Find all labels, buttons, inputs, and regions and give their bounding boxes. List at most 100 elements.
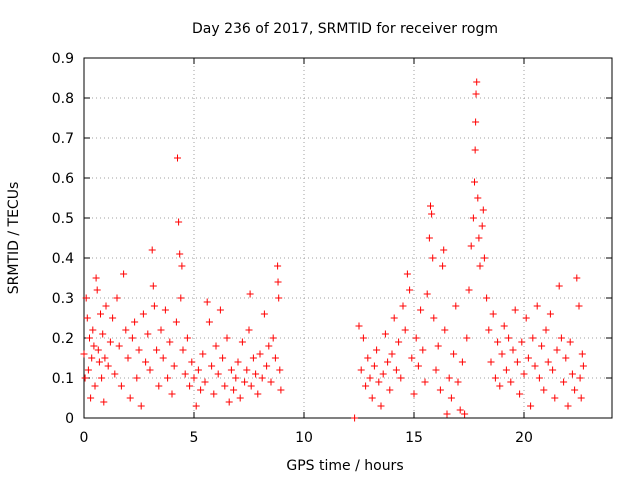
data-point	[487, 358, 495, 366]
data-point	[476, 262, 484, 270]
data-point	[359, 334, 367, 342]
data-point	[408, 354, 416, 362]
data-point	[412, 334, 420, 342]
data-point	[274, 262, 282, 270]
y-tick-label: 0.4	[52, 251, 74, 267]
data-point	[571, 386, 579, 394]
data-point	[463, 334, 471, 342]
x-tick-label: 5	[190, 430, 199, 446]
data-point	[219, 354, 227, 362]
data-point	[467, 242, 475, 250]
data-point	[458, 358, 466, 366]
data-point	[518, 338, 526, 346]
data-point	[142, 358, 150, 366]
data-point	[553, 346, 561, 354]
data-point	[243, 366, 251, 374]
x-tick-label: 20	[515, 430, 533, 446]
data-point	[247, 382, 255, 390]
data-point	[507, 378, 515, 386]
data-point	[472, 90, 480, 98]
data-point	[254, 390, 262, 398]
data-point	[432, 366, 440, 374]
data-point	[357, 366, 365, 374]
data-point	[381, 330, 389, 338]
data-point	[120, 270, 128, 278]
data-point	[505, 334, 513, 342]
data-point	[86, 334, 93, 342]
data-point	[106, 338, 114, 346]
data-point	[399, 302, 407, 310]
data-point	[496, 382, 504, 390]
data-point	[397, 374, 405, 382]
data-point	[436, 386, 444, 394]
data-point	[489, 310, 497, 318]
data-point	[221, 382, 229, 390]
data-point	[101, 354, 109, 362]
data-point	[377, 402, 385, 410]
x-tick-label: 15	[405, 430, 423, 446]
data-point	[522, 314, 530, 322]
data-point	[390, 314, 398, 322]
data-point	[100, 398, 108, 406]
data-point	[364, 354, 372, 362]
data-point	[230, 386, 238, 394]
data-point	[414, 362, 422, 370]
data-point	[471, 178, 478, 186]
data-point	[454, 378, 462, 386]
data-point	[562, 354, 570, 362]
data-point	[502, 366, 510, 374]
data-point	[161, 306, 169, 314]
data-point	[263, 362, 271, 370]
data-point	[388, 350, 396, 358]
data-point	[373, 346, 381, 354]
data-point	[406, 286, 414, 294]
data-point	[205, 318, 213, 326]
data-point	[246, 290, 254, 298]
data-point	[186, 382, 194, 390]
data-point	[115, 342, 123, 350]
data-point	[117, 382, 125, 390]
data-point	[170, 362, 178, 370]
data-point	[379, 370, 387, 378]
data-point	[573, 274, 581, 282]
data-point	[269, 334, 277, 342]
data-point	[461, 410, 469, 418]
data-point	[194, 366, 202, 374]
data-point	[447, 394, 455, 402]
data-point	[450, 350, 458, 358]
chart-title: Day 236 of 2017, SRMTID for receiver rog…	[192, 21, 498, 37]
data-point	[511, 306, 519, 314]
data-point	[549, 366, 557, 374]
data-point	[544, 358, 552, 366]
data-point	[475, 234, 483, 242]
data-point	[469, 214, 477, 222]
data-point	[113, 294, 121, 302]
data-point	[111, 370, 119, 378]
y-tick-label: 0.8	[52, 91, 74, 107]
data-point	[483, 294, 491, 302]
data-point	[139, 310, 147, 318]
data-point	[384, 358, 392, 366]
data-point	[441, 326, 449, 334]
data-point	[166, 338, 174, 346]
data-point	[401, 326, 409, 334]
data-point	[241, 378, 249, 386]
data-point	[179, 346, 187, 354]
x-axis-label: GPS time / hours	[286, 458, 403, 474]
data-point	[159, 354, 167, 362]
y-tick-label: 0.5	[52, 211, 74, 227]
data-point	[128, 334, 136, 342]
data-point	[249, 354, 257, 362]
data-point	[425, 234, 433, 242]
data-point	[87, 394, 95, 402]
data-point	[524, 354, 532, 362]
data-point	[109, 314, 117, 322]
data-point	[234, 358, 242, 366]
data-point	[471, 146, 479, 154]
data-point	[210, 390, 218, 398]
x-tick-label: 10	[295, 430, 313, 446]
data-point	[95, 358, 103, 366]
data-point	[465, 286, 473, 294]
data-point	[178, 262, 186, 270]
